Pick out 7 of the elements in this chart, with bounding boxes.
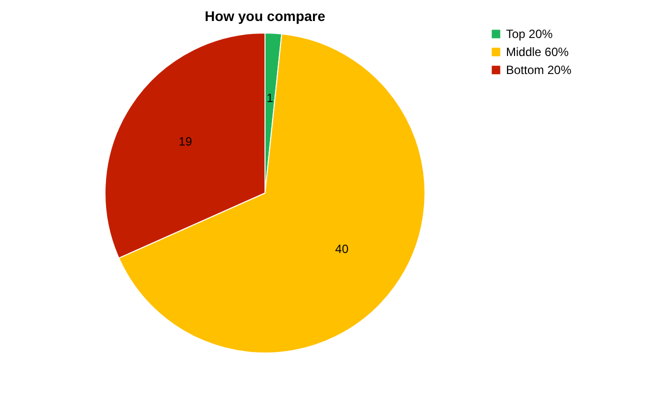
data-label: 40 [335, 242, 349, 256]
legend-label: Top 20% [506, 27, 554, 41]
chart-title: How you compare [204, 8, 326, 24]
data-label: 19 [178, 134, 192, 148]
legend-label: Middle 60% [506, 45, 570, 59]
data-label: 1 [266, 91, 274, 106]
legend-label: Bottom 20% [506, 63, 572, 77]
